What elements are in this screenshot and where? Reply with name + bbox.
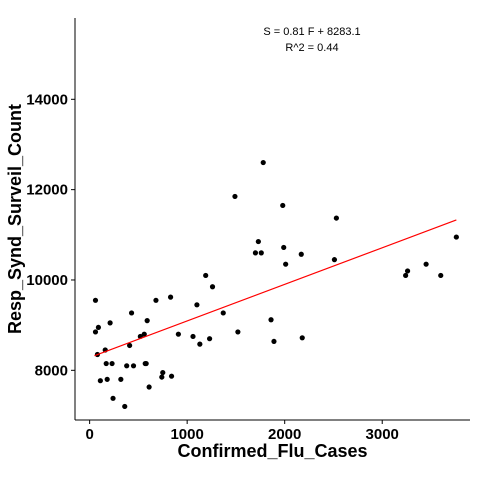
y-tick-label: 12000	[26, 182, 68, 199]
data-point	[203, 272, 209, 279]
data-point	[258, 250, 264, 256]
data-point	[128, 310, 135, 316]
data-point	[423, 261, 429, 267]
x-tick-label: 1000	[170, 426, 203, 443]
x-axis-ticks: 0 1000 2000 3000	[85, 420, 399, 443]
regression-line	[94, 219, 457, 357]
data-point	[103, 360, 109, 367]
data-point	[160, 369, 166, 376]
x-tick-label: 3000	[366, 426, 399, 443]
data-point	[118, 376, 124, 382]
data-point	[92, 297, 99, 303]
data-point	[141, 331, 147, 337]
data-point	[281, 244, 287, 251]
data-point	[109, 360, 115, 367]
data-point	[168, 373, 175, 379]
data-point	[146, 384, 152, 390]
data-point	[194, 302, 200, 308]
data-point	[144, 318, 150, 324]
data-point	[271, 338, 277, 345]
x-tick-label: 2000	[268, 426, 301, 443]
data-point	[124, 363, 130, 369]
y-axis-ticks: 8000 10000 12000 14000	[26, 91, 75, 379]
data-point	[220, 310, 226, 316]
data-point	[299, 335, 305, 341]
data-point	[283, 261, 289, 267]
data-point	[235, 329, 241, 335]
data-point	[453, 234, 459, 240]
data-point	[167, 294, 174, 300]
data-point	[403, 272, 409, 279]
y-axis-title: Resp_Synd_Surveil_Count	[5, 104, 25, 334]
data-point	[190, 333, 196, 340]
data-point	[104, 376, 110, 382]
y-tick-label: 8000	[35, 362, 68, 379]
data-point	[107, 320, 113, 326]
data-point	[298, 251, 304, 257]
y-tick-label: 10000	[26, 272, 68, 289]
data-point	[206, 336, 213, 342]
r-squared-label: R^2 = 0.44	[285, 42, 338, 54]
x-axis-title: Confirmed_Flu_Cases	[177, 441, 367, 461]
data-point	[209, 284, 216, 290]
data-point	[438, 272, 444, 279]
data-point	[175, 331, 181, 337]
data-point	[268, 317, 274, 323]
data-point	[331, 257, 338, 263]
regression-equation: S = 0.81 F + 8283.1	[263, 26, 360, 38]
data-point	[232, 193, 238, 200]
data-point	[260, 159, 266, 166]
data-point	[127, 342, 133, 349]
data-point	[159, 374, 165, 380]
data-point	[280, 202, 286, 209]
data-point	[404, 268, 411, 274]
data-points	[92, 159, 459, 410]
x-tick-label: 0	[85, 426, 93, 443]
data-point	[92, 329, 99, 335]
data-point	[143, 360, 149, 367]
data-point	[110, 395, 116, 401]
data-point	[95, 324, 102, 331]
y-tick-label: 14000	[26, 91, 68, 108]
data-point	[197, 341, 203, 347]
data-point	[153, 297, 159, 303]
data-point	[97, 378, 103, 384]
data-point	[333, 215, 339, 221]
data-point	[130, 363, 137, 369]
data-point	[255, 238, 261, 245]
data-point	[122, 403, 128, 410]
data-point	[252, 250, 259, 256]
